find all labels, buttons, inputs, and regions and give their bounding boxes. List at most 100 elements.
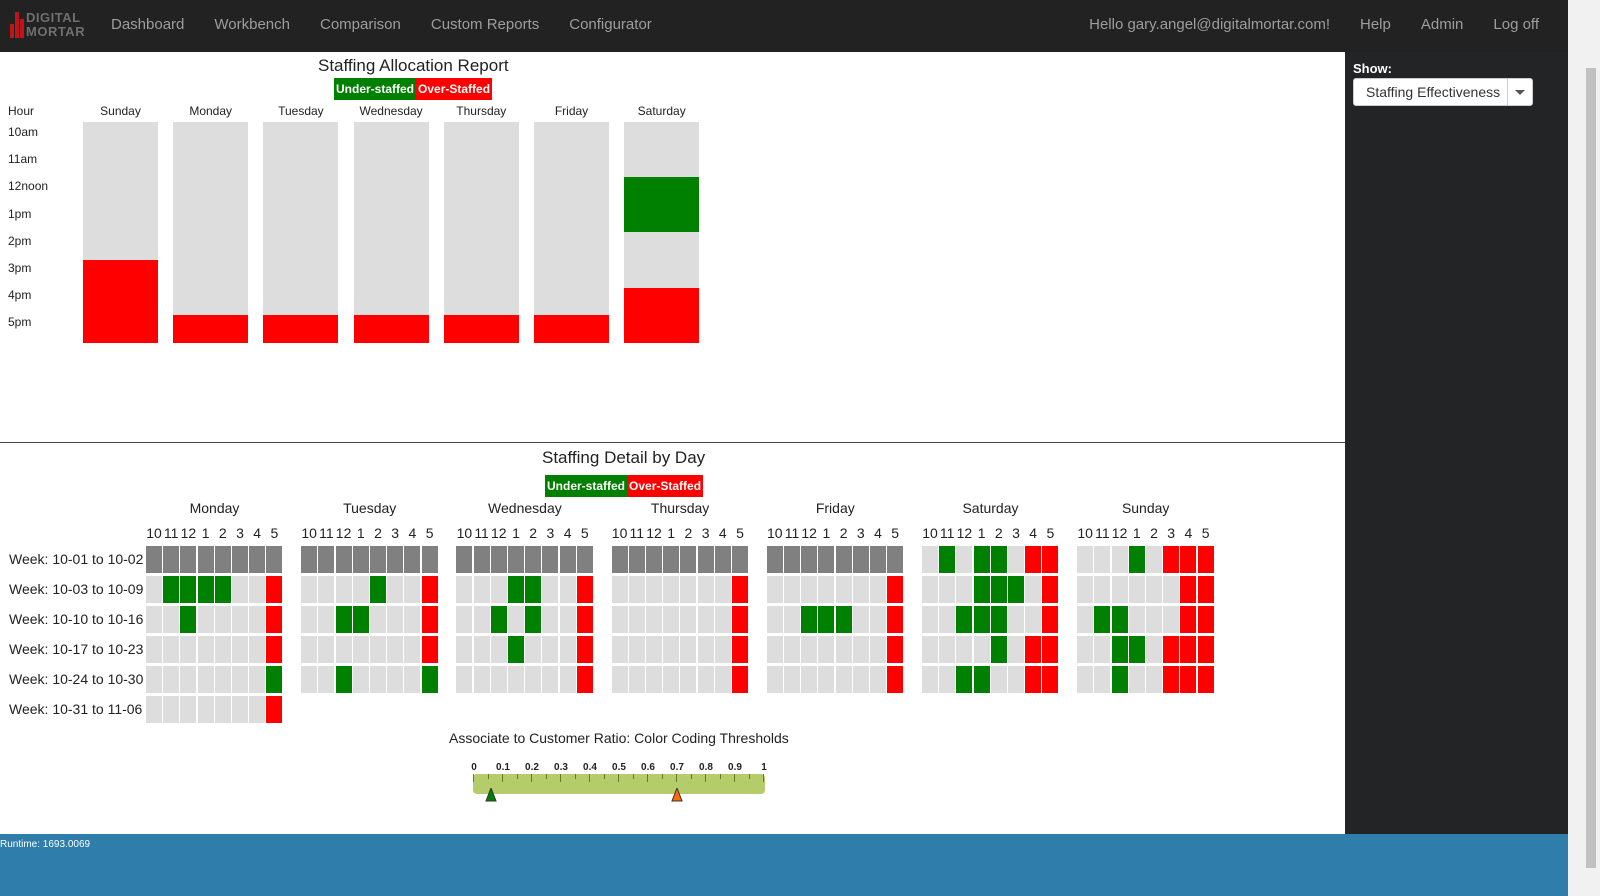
over-staffed-cell[interactable]	[732, 665, 748, 693]
neutral-cell[interactable]	[525, 635, 542, 663]
neutral-cell[interactable]	[663, 605, 680, 633]
no-data-cell[interactable]	[352, 546, 369, 573]
no-data-cell[interactable]	[370, 546, 386, 573]
neutral-cell[interactable]	[611, 635, 628, 663]
over-staffed-cell[interactable]	[1042, 575, 1059, 603]
neutral-cell[interactable]	[197, 605, 214, 633]
neutral-cell[interactable]	[1146, 665, 1162, 693]
neutral-cell[interactable]	[456, 575, 473, 603]
over-staffed-cell[interactable]	[1197, 635, 1214, 663]
neutral-cell[interactable]	[301, 605, 318, 633]
neutral-cell[interactable]	[508, 665, 524, 693]
neutral-cell[interactable]	[146, 665, 162, 693]
no-data-cell[interactable]	[766, 546, 783, 573]
neutral-cell[interactable]	[1077, 665, 1094, 693]
over-staffed-cell[interactable]	[421, 605, 438, 633]
over-staffed-cell[interactable]	[887, 605, 904, 633]
neutral-cell[interactable]	[473, 635, 490, 663]
neutral-cell[interactable]	[473, 575, 490, 603]
neutral-cell[interactable]	[784, 575, 800, 603]
neutral-cell[interactable]	[249, 665, 266, 693]
neutral-cell[interactable]	[146, 695, 162, 723]
neutral-cell[interactable]	[663, 575, 680, 603]
neutral-cell[interactable]	[456, 635, 473, 663]
over-staffed-cell[interactable]	[1180, 665, 1197, 693]
threshold-slider-track[interactable]	[473, 774, 765, 794]
neutral-cell[interactable]	[1094, 546, 1111, 573]
neutral-cell[interactable]	[835, 665, 852, 693]
nav-workbench[interactable]: Workbench	[214, 16, 290, 33]
no-data-cell[interactable]	[197, 546, 214, 573]
neutral-cell[interactable]	[1077, 546, 1094, 573]
no-data-cell[interactable]	[697, 546, 714, 573]
over-staffed-cell[interactable]	[732, 605, 748, 633]
no-data-cell[interactable]	[456, 546, 473, 573]
neutral-cell[interactable]	[301, 665, 318, 693]
neutral-cell[interactable]	[370, 665, 386, 693]
neutral-cell[interactable]	[922, 665, 938, 693]
under-staffed-cell[interactable]	[352, 605, 369, 633]
under-staffed-cell[interactable]	[990, 575, 1007, 603]
neutral-cell[interactable]	[197, 665, 214, 693]
no-data-cell[interactable]	[801, 546, 818, 573]
neutral-cell[interactable]	[801, 635, 818, 663]
under-staffed-cell[interactable]	[973, 575, 990, 603]
neutral-cell[interactable]	[387, 665, 404, 693]
neutral-cell[interactable]	[922, 605, 938, 633]
neutral-cell[interactable]	[870, 635, 886, 663]
neutral-cell[interactable]	[163, 695, 180, 723]
no-data-cell[interactable]	[525, 546, 542, 573]
nav-dashboard[interactable]: Dashboard	[111, 16, 185, 33]
neutral-cell[interactable]	[956, 635, 973, 663]
neutral-cell[interactable]	[646, 635, 662, 663]
under-staffed-cell[interactable]	[801, 605, 818, 633]
neutral-cell[interactable]	[939, 665, 956, 693]
no-data-cell[interactable]	[301, 546, 318, 573]
neutral-cell[interactable]	[490, 665, 507, 693]
under-staffed-cell[interactable]	[335, 665, 352, 693]
over-staffed-cell[interactable]	[1042, 665, 1059, 693]
over-staffed-cell[interactable]	[1197, 575, 1214, 603]
no-data-cell[interactable]	[732, 546, 748, 573]
over-staffed-cell[interactable]	[1042, 605, 1059, 633]
under-staffed-cell[interactable]	[990, 546, 1007, 573]
no-data-cell[interactable]	[870, 546, 886, 573]
neutral-cell[interactable]	[232, 605, 248, 633]
under-staffed-cell[interactable]	[1128, 635, 1145, 663]
neutral-cell[interactable]	[766, 635, 783, 663]
under-staffed-cell[interactable]	[508, 635, 524, 663]
no-data-cell[interactable]	[318, 546, 335, 573]
neutral-cell[interactable]	[559, 665, 576, 693]
neutral-cell[interactable]	[542, 605, 559, 633]
no-data-cell[interactable]	[576, 546, 593, 573]
over-staffed-cell[interactable]	[1042, 546, 1059, 573]
neutral-cell[interactable]	[697, 575, 714, 603]
neutral-cell[interactable]	[559, 575, 576, 603]
over-threshold-handle-icon[interactable]	[671, 788, 683, 802]
over-staffed-cell[interactable]	[1163, 635, 1180, 663]
neutral-cell[interactable]	[1008, 546, 1024, 573]
neutral-cell[interactable]	[956, 546, 973, 573]
neutral-cell[interactable]	[1111, 546, 1128, 573]
under-staffed-cell[interactable]	[973, 665, 990, 693]
over-staffed-cell[interactable]	[266, 635, 283, 663]
under-staffed-cell[interactable]	[1111, 605, 1128, 633]
neutral-cell[interactable]	[714, 575, 731, 603]
neutral-cell[interactable]	[318, 665, 335, 693]
under-staffed-cell[interactable]	[490, 605, 507, 633]
over-staffed-cell[interactable]	[732, 575, 748, 603]
no-data-cell[interactable]	[387, 546, 404, 573]
no-data-cell[interactable]	[163, 546, 180, 573]
no-data-cell[interactable]	[818, 546, 835, 573]
neutral-cell[interactable]	[542, 575, 559, 603]
no-data-cell[interactable]	[421, 546, 438, 573]
neutral-cell[interactable]	[559, 605, 576, 633]
under-staffed-cell[interactable]	[990, 605, 1007, 633]
under-staffed-cell[interactable]	[370, 575, 386, 603]
under-staffed-cell[interactable]	[956, 605, 973, 633]
neutral-cell[interactable]	[680, 605, 697, 633]
neutral-cell[interactable]	[404, 605, 421, 633]
neutral-cell[interactable]	[232, 665, 248, 693]
neutral-cell[interactable]	[1094, 635, 1111, 663]
neutral-cell[interactable]	[1008, 635, 1024, 663]
